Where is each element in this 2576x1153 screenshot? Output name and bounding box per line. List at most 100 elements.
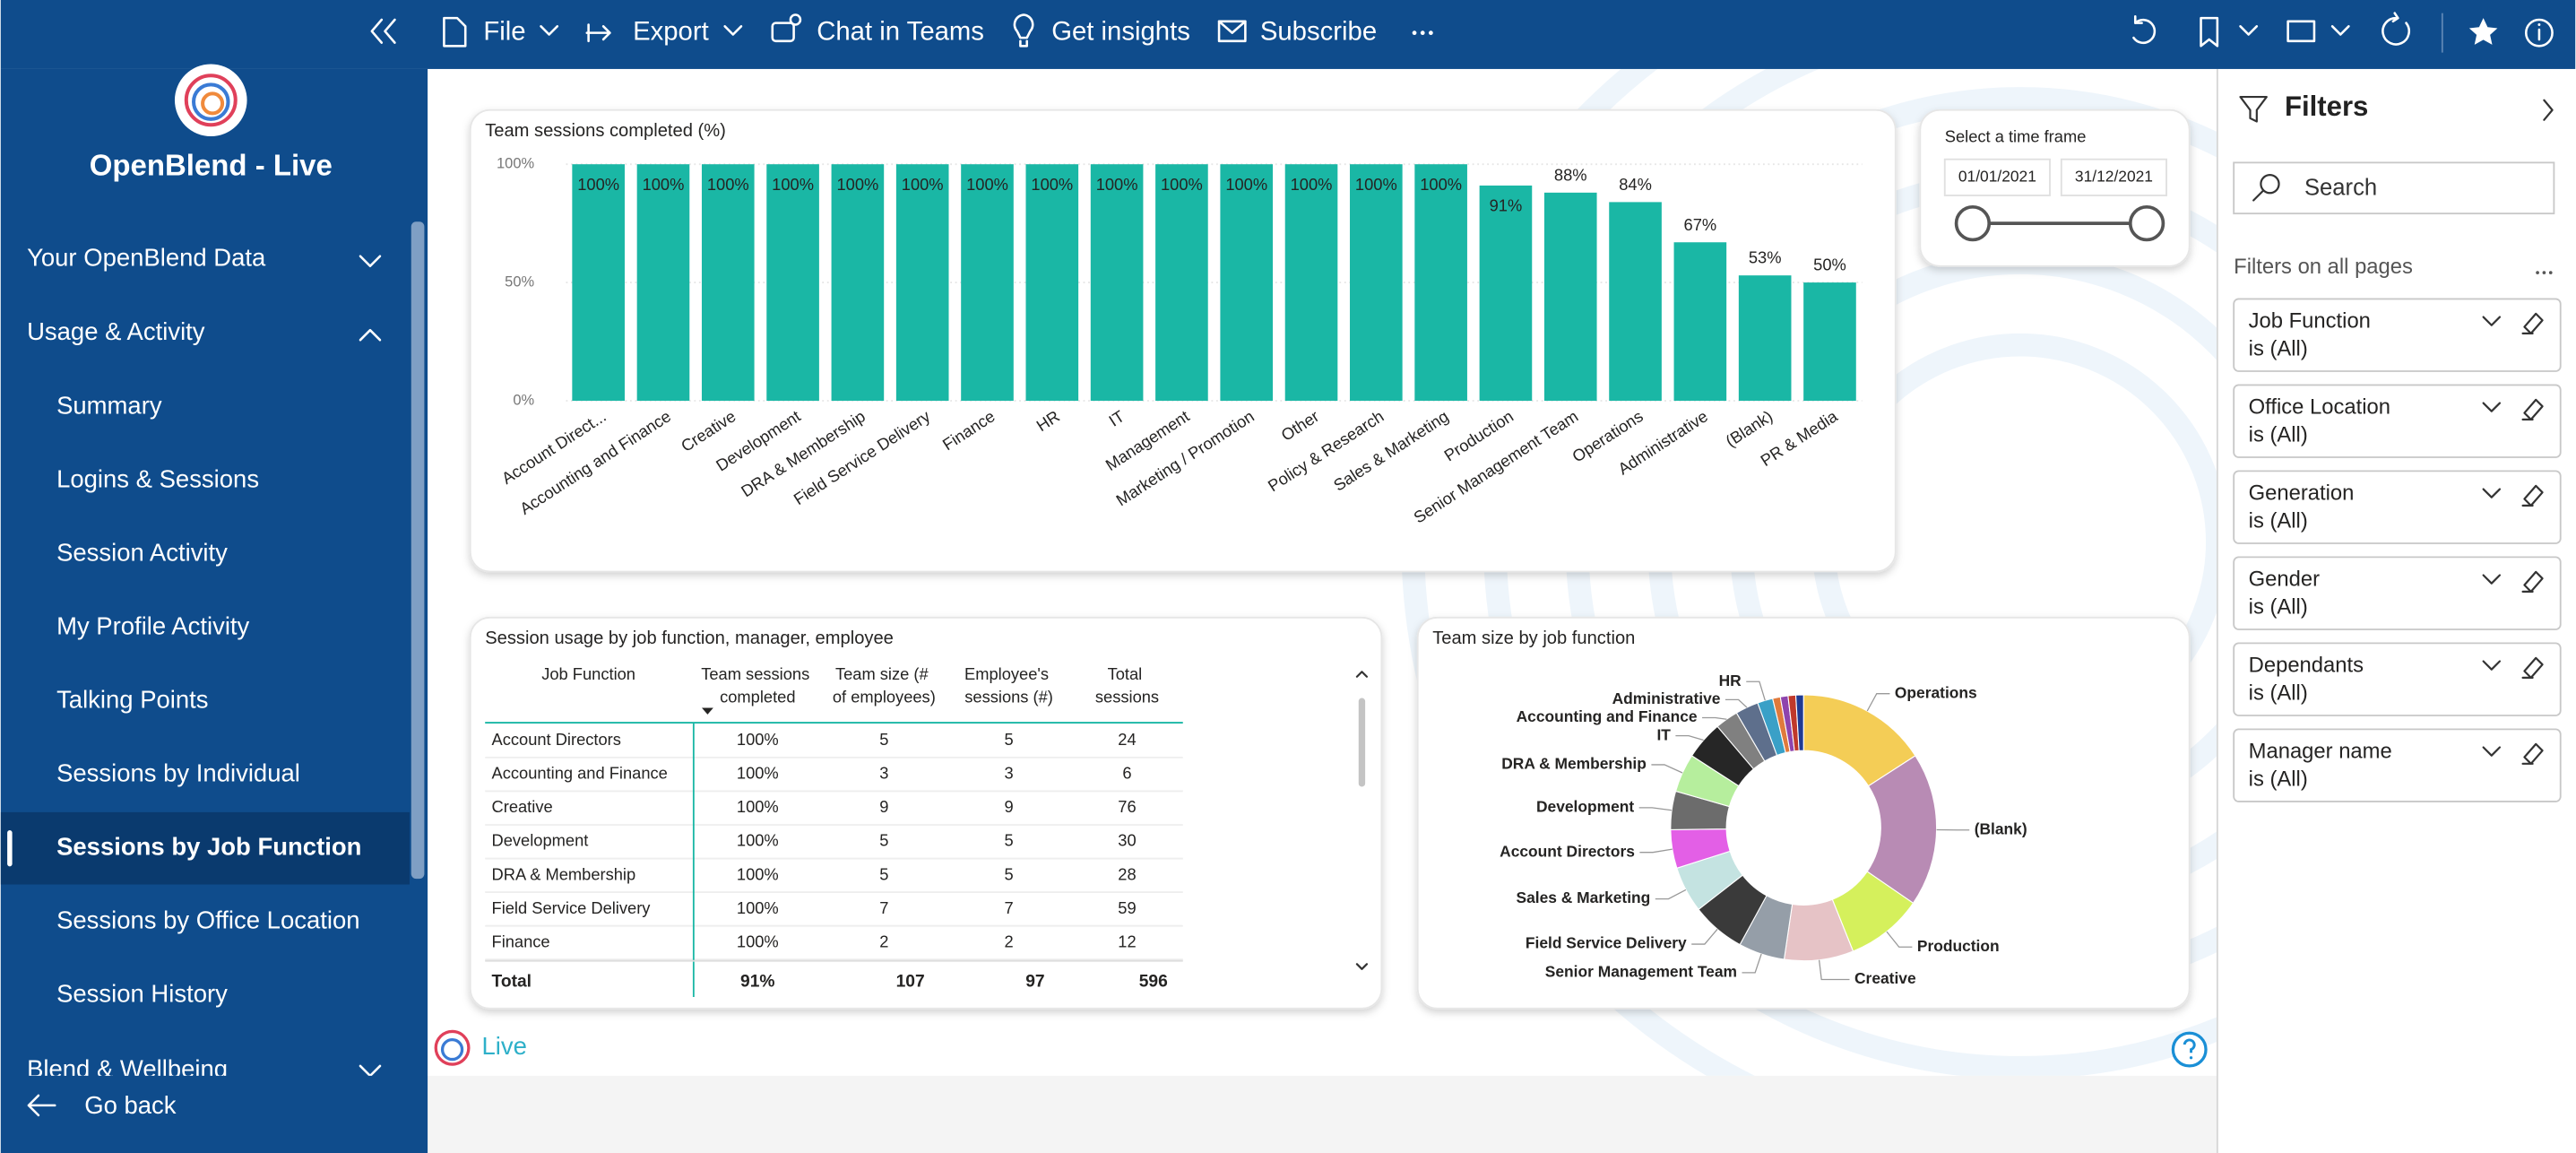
bar[interactable] xyxy=(701,164,755,401)
bookmark-icon[interactable] xyxy=(2200,16,2219,48)
bar[interactable] xyxy=(1350,164,1403,401)
bar[interactable] xyxy=(1609,202,1662,401)
bar[interactable] xyxy=(1803,282,1856,401)
favorite-icon[interactable] xyxy=(2468,18,2498,45)
nav-item[interactable]: Sessions by Job Function xyxy=(56,832,361,860)
column-header[interactable]: Team size (# of employees) xyxy=(833,664,936,707)
toolbar-item[interactable]: Get insights xyxy=(1051,16,1190,46)
filter-search[interactable]: Search xyxy=(2233,161,2555,215)
bar[interactable] xyxy=(636,164,690,401)
bar[interactable] xyxy=(1738,275,1792,401)
go-back-label[interactable]: Go back xyxy=(84,1091,177,1119)
expand-chevron[interactable] xyxy=(2482,488,2502,498)
clear-filter-icon[interactable] xyxy=(2521,570,2544,593)
dropdown-chevron[interactable] xyxy=(540,25,559,36)
filter-card[interactable]: Gender is (All) xyxy=(2233,556,2562,630)
bar[interactable] xyxy=(572,164,625,401)
collapse-nav[interactable] xyxy=(384,18,396,44)
clear-filter-icon[interactable] xyxy=(2521,398,2544,420)
clear-filter-icon[interactable] xyxy=(2521,742,2544,765)
date-box[interactable] xyxy=(1943,158,2051,196)
nav-section[interactable]: Blend & Wellbeing xyxy=(27,1055,228,1083)
refresh-icon[interactable] xyxy=(2382,12,2411,46)
dropdown-chevron[interactable] xyxy=(2239,25,2259,36)
bar[interactable] xyxy=(1479,185,1533,401)
column-header[interactable]: Team sessions completed xyxy=(701,664,814,707)
toolbar-item[interactable]: Export xyxy=(633,16,709,46)
nav-item[interactable]: Session History xyxy=(56,979,228,1007)
filter-card-box[interactable] xyxy=(2233,642,2562,716)
slider-handle[interactable] xyxy=(1954,204,1992,242)
bar[interactable] xyxy=(1155,164,1208,401)
toolbar-item[interactable]: File xyxy=(483,16,525,46)
scroll-up[interactable] xyxy=(1355,671,1369,678)
filter-card[interactable]: Office Location is (All) xyxy=(2233,384,2562,458)
bar[interactable] xyxy=(1025,164,1079,401)
clear-filter-icon[interactable] xyxy=(2521,484,2544,507)
nav-item[interactable]: Sessions by Office Location xyxy=(56,906,359,933)
filter-card-box[interactable] xyxy=(2233,728,2562,802)
search-box[interactable] xyxy=(2233,161,2555,215)
nav-scrollbar[interactable] xyxy=(411,221,425,880)
bar[interactable] xyxy=(1673,242,1727,401)
date-box[interactable] xyxy=(2060,158,2167,196)
help-icon[interactable] xyxy=(2171,1031,2208,1068)
scroll-thumb[interactable] xyxy=(1358,698,1366,787)
section-chevron[interactable] xyxy=(359,1064,382,1076)
bar[interactable] xyxy=(1220,164,1274,401)
nav-item[interactable]: Session Activity xyxy=(56,539,228,567)
collapse-nav[interactable] xyxy=(370,18,384,44)
end-date[interactable]: 31/12/2021 xyxy=(2075,167,2153,185)
filter-card[interactable]: Generation is (All) xyxy=(2233,470,2562,544)
bar[interactable] xyxy=(1090,164,1144,401)
toolbar-item[interactable]: Subscribe xyxy=(1260,16,1377,46)
column-header[interactable]: Employee's sessions (#) xyxy=(964,664,1053,707)
column-header[interactable]: Job Function xyxy=(541,664,635,683)
bar[interactable] xyxy=(1543,192,1597,401)
expand-chevron[interactable] xyxy=(2482,316,2502,326)
column-header[interactable]: Total sessions xyxy=(1095,664,1159,707)
expand-chevron[interactable] xyxy=(2482,746,2502,757)
bar[interactable] xyxy=(961,164,1014,401)
bar[interactable] xyxy=(766,164,819,401)
toolbar-item[interactable]: Chat in Teams xyxy=(817,16,984,46)
clear-filter-icon[interactable] xyxy=(2521,312,2544,334)
nav-item[interactable]: Talking Points xyxy=(56,685,208,713)
filter-card-box[interactable] xyxy=(2233,470,2562,544)
expand-chevron[interactable] xyxy=(2482,574,2502,585)
filter-card[interactable]: Job Function is (All) xyxy=(2233,298,2562,372)
filter-card-box[interactable] xyxy=(2233,556,2562,630)
clear-filter-icon[interactable] xyxy=(2521,656,2544,679)
bar[interactable] xyxy=(1284,164,1338,401)
section-chevron[interactable] xyxy=(359,255,382,268)
expand-chevron[interactable] xyxy=(2482,660,2502,671)
nav-section[interactable]: Usage & Activity xyxy=(27,317,205,345)
dropdown-chevron[interactable] xyxy=(2330,25,2350,36)
bar[interactable] xyxy=(831,164,885,401)
bar[interactable] xyxy=(895,164,949,401)
start-date[interactable]: 01/01/2021 xyxy=(1958,167,2036,185)
view-icon[interactable] xyxy=(2286,20,2316,43)
nav-item[interactable]: Logins & Sessions xyxy=(56,465,259,493)
nav-item[interactable]: Sessions by Individual xyxy=(56,759,300,786)
scroll-down[interactable] xyxy=(1355,963,1369,970)
filter-card[interactable]: Manager name is (All) xyxy=(2233,728,2562,802)
section-more[interactable] xyxy=(2536,271,2553,274)
expand-chevron[interactable] xyxy=(2482,402,2502,412)
filter-card[interactable]: Dependants is (All) xyxy=(2233,642,2562,716)
nav-item[interactable]: My Profile Activity xyxy=(56,611,249,639)
nav-section[interactable]: Your OpenBlend Data xyxy=(27,244,266,272)
collapse-pane[interactable] xyxy=(2543,99,2554,121)
nav-item[interactable]: Summary xyxy=(56,392,162,420)
go-back[interactable]: Go back xyxy=(27,1091,177,1119)
filter-card-box[interactable] xyxy=(2233,298,2562,372)
slider-handle[interactable] xyxy=(2128,204,2165,242)
reset-icon[interactable] xyxy=(2132,15,2157,45)
filter-card-box[interactable] xyxy=(2233,384,2562,458)
donut-slice[interactable] xyxy=(1794,694,1804,751)
dropdown-chevron[interactable] xyxy=(723,25,743,36)
info-icon[interactable] xyxy=(2524,18,2554,48)
section-chevron[interactable] xyxy=(359,328,382,342)
bar[interactable] xyxy=(1414,164,1467,401)
table-scrollbar[interactable] xyxy=(1355,671,1369,970)
